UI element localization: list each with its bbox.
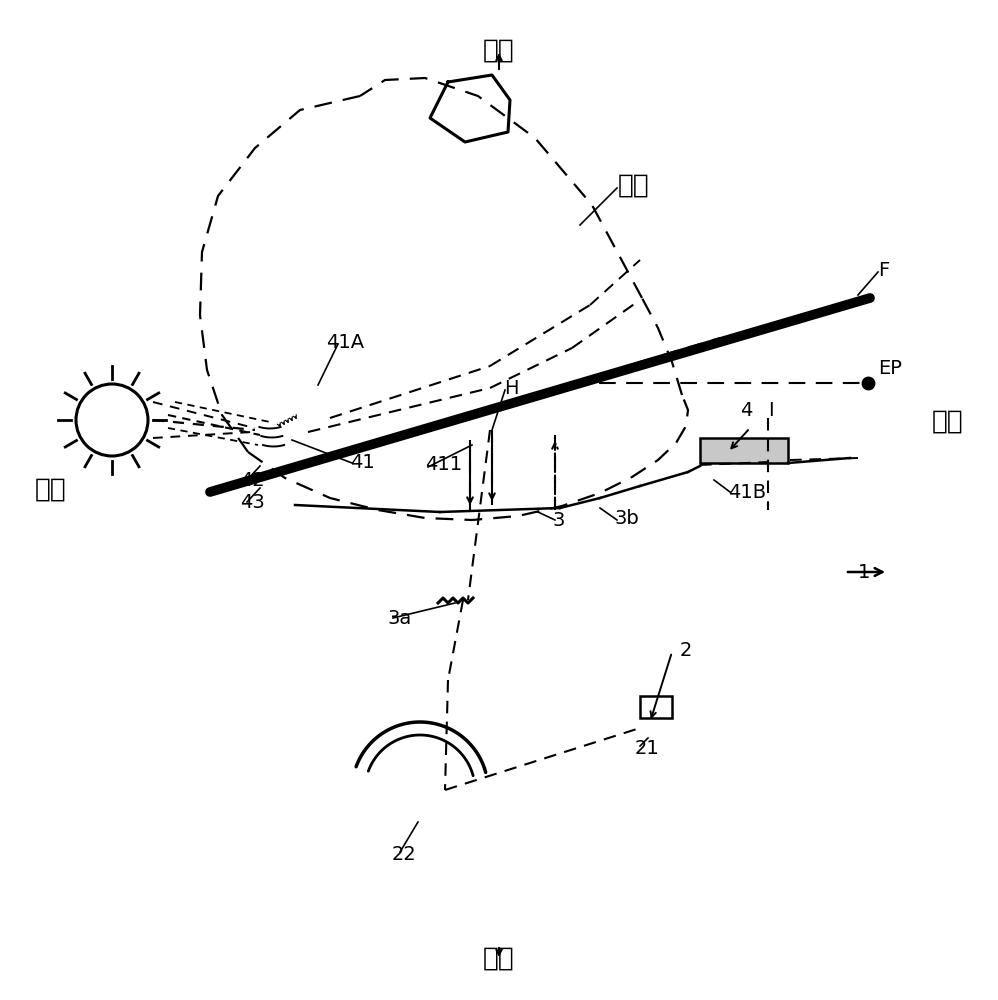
Text: 下側: 下側 (483, 946, 515, 972)
FancyBboxPatch shape (640, 696, 672, 718)
Text: 反射: 反射 (618, 173, 650, 199)
Text: 3a: 3a (388, 608, 412, 628)
FancyBboxPatch shape (700, 438, 788, 463)
Text: 2: 2 (680, 641, 693, 660)
Text: 前側: 前側 (35, 477, 67, 503)
Text: 41B: 41B (728, 483, 766, 502)
Text: H: H (504, 378, 519, 397)
Text: 21: 21 (635, 738, 660, 758)
Text: 後側: 後側 (931, 409, 963, 435)
Text: I: I (768, 400, 773, 420)
Text: 41A: 41A (326, 332, 364, 352)
Text: 上側: 上側 (483, 38, 515, 64)
Text: 3: 3 (553, 510, 566, 530)
Text: F: F (878, 260, 889, 279)
Text: 42: 42 (240, 471, 264, 489)
Text: 4: 4 (740, 400, 752, 420)
Text: 1: 1 (858, 562, 870, 582)
Text: 41: 41 (350, 452, 375, 472)
Text: 22: 22 (392, 846, 417, 864)
Text: EP: EP (878, 359, 902, 377)
Text: 3b: 3b (615, 508, 640, 528)
Text: 43: 43 (240, 492, 264, 512)
Text: 411: 411 (425, 456, 462, 475)
